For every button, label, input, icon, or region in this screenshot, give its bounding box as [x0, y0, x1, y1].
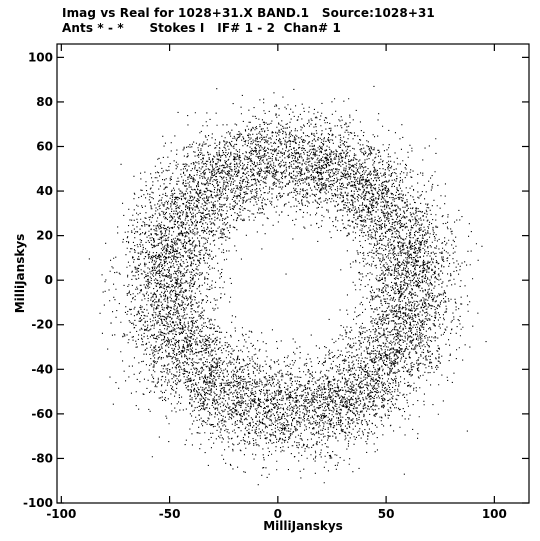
- y-tick-label: -100: [23, 496, 53, 510]
- x-tick-label: -50: [159, 507, 181, 521]
- y-tick-label: -60: [31, 407, 53, 421]
- plot-frame: [56, 43, 530, 504]
- x-tick-label: -100: [46, 507, 76, 521]
- x-tick-label: 100: [482, 507, 507, 521]
- x-axis-ticks: -100 -50 0 50 100: [46, 44, 507, 521]
- x-tick-label: 50: [378, 507, 395, 521]
- y-tick-label: 20: [36, 229, 53, 243]
- x-tick-label: 0: [274, 507, 282, 521]
- y-tick-label: 60: [36, 139, 53, 153]
- y-tick-label: 0: [45, 273, 53, 287]
- chart-subtitle: Ants * - * Stokes I IF# 1 - 2 Chan# 1: [62, 21, 341, 35]
- y-tick-label: 80: [36, 95, 53, 109]
- y-axis-ticks: -100 -80 -60 -40 -20 0 20 40 60 80 100: [23, 50, 529, 510]
- y-tick-label: 100: [28, 50, 53, 64]
- scatter-point-cloud: [88, 85, 487, 486]
- y-tick-label: -20: [31, 318, 53, 332]
- y-tick-label: -40: [31, 362, 53, 376]
- y-axis-label: MilliJanskys: [13, 234, 27, 314]
- y-tick-label: -80: [31, 451, 53, 465]
- x-axis-label: MilliJanskys: [263, 519, 343, 533]
- scatter-points: [88, 85, 487, 486]
- y-tick-label: 40: [36, 184, 53, 198]
- chart-title: Imag vs Real for 1028+31.X BAND.1 Source…: [62, 6, 435, 20]
